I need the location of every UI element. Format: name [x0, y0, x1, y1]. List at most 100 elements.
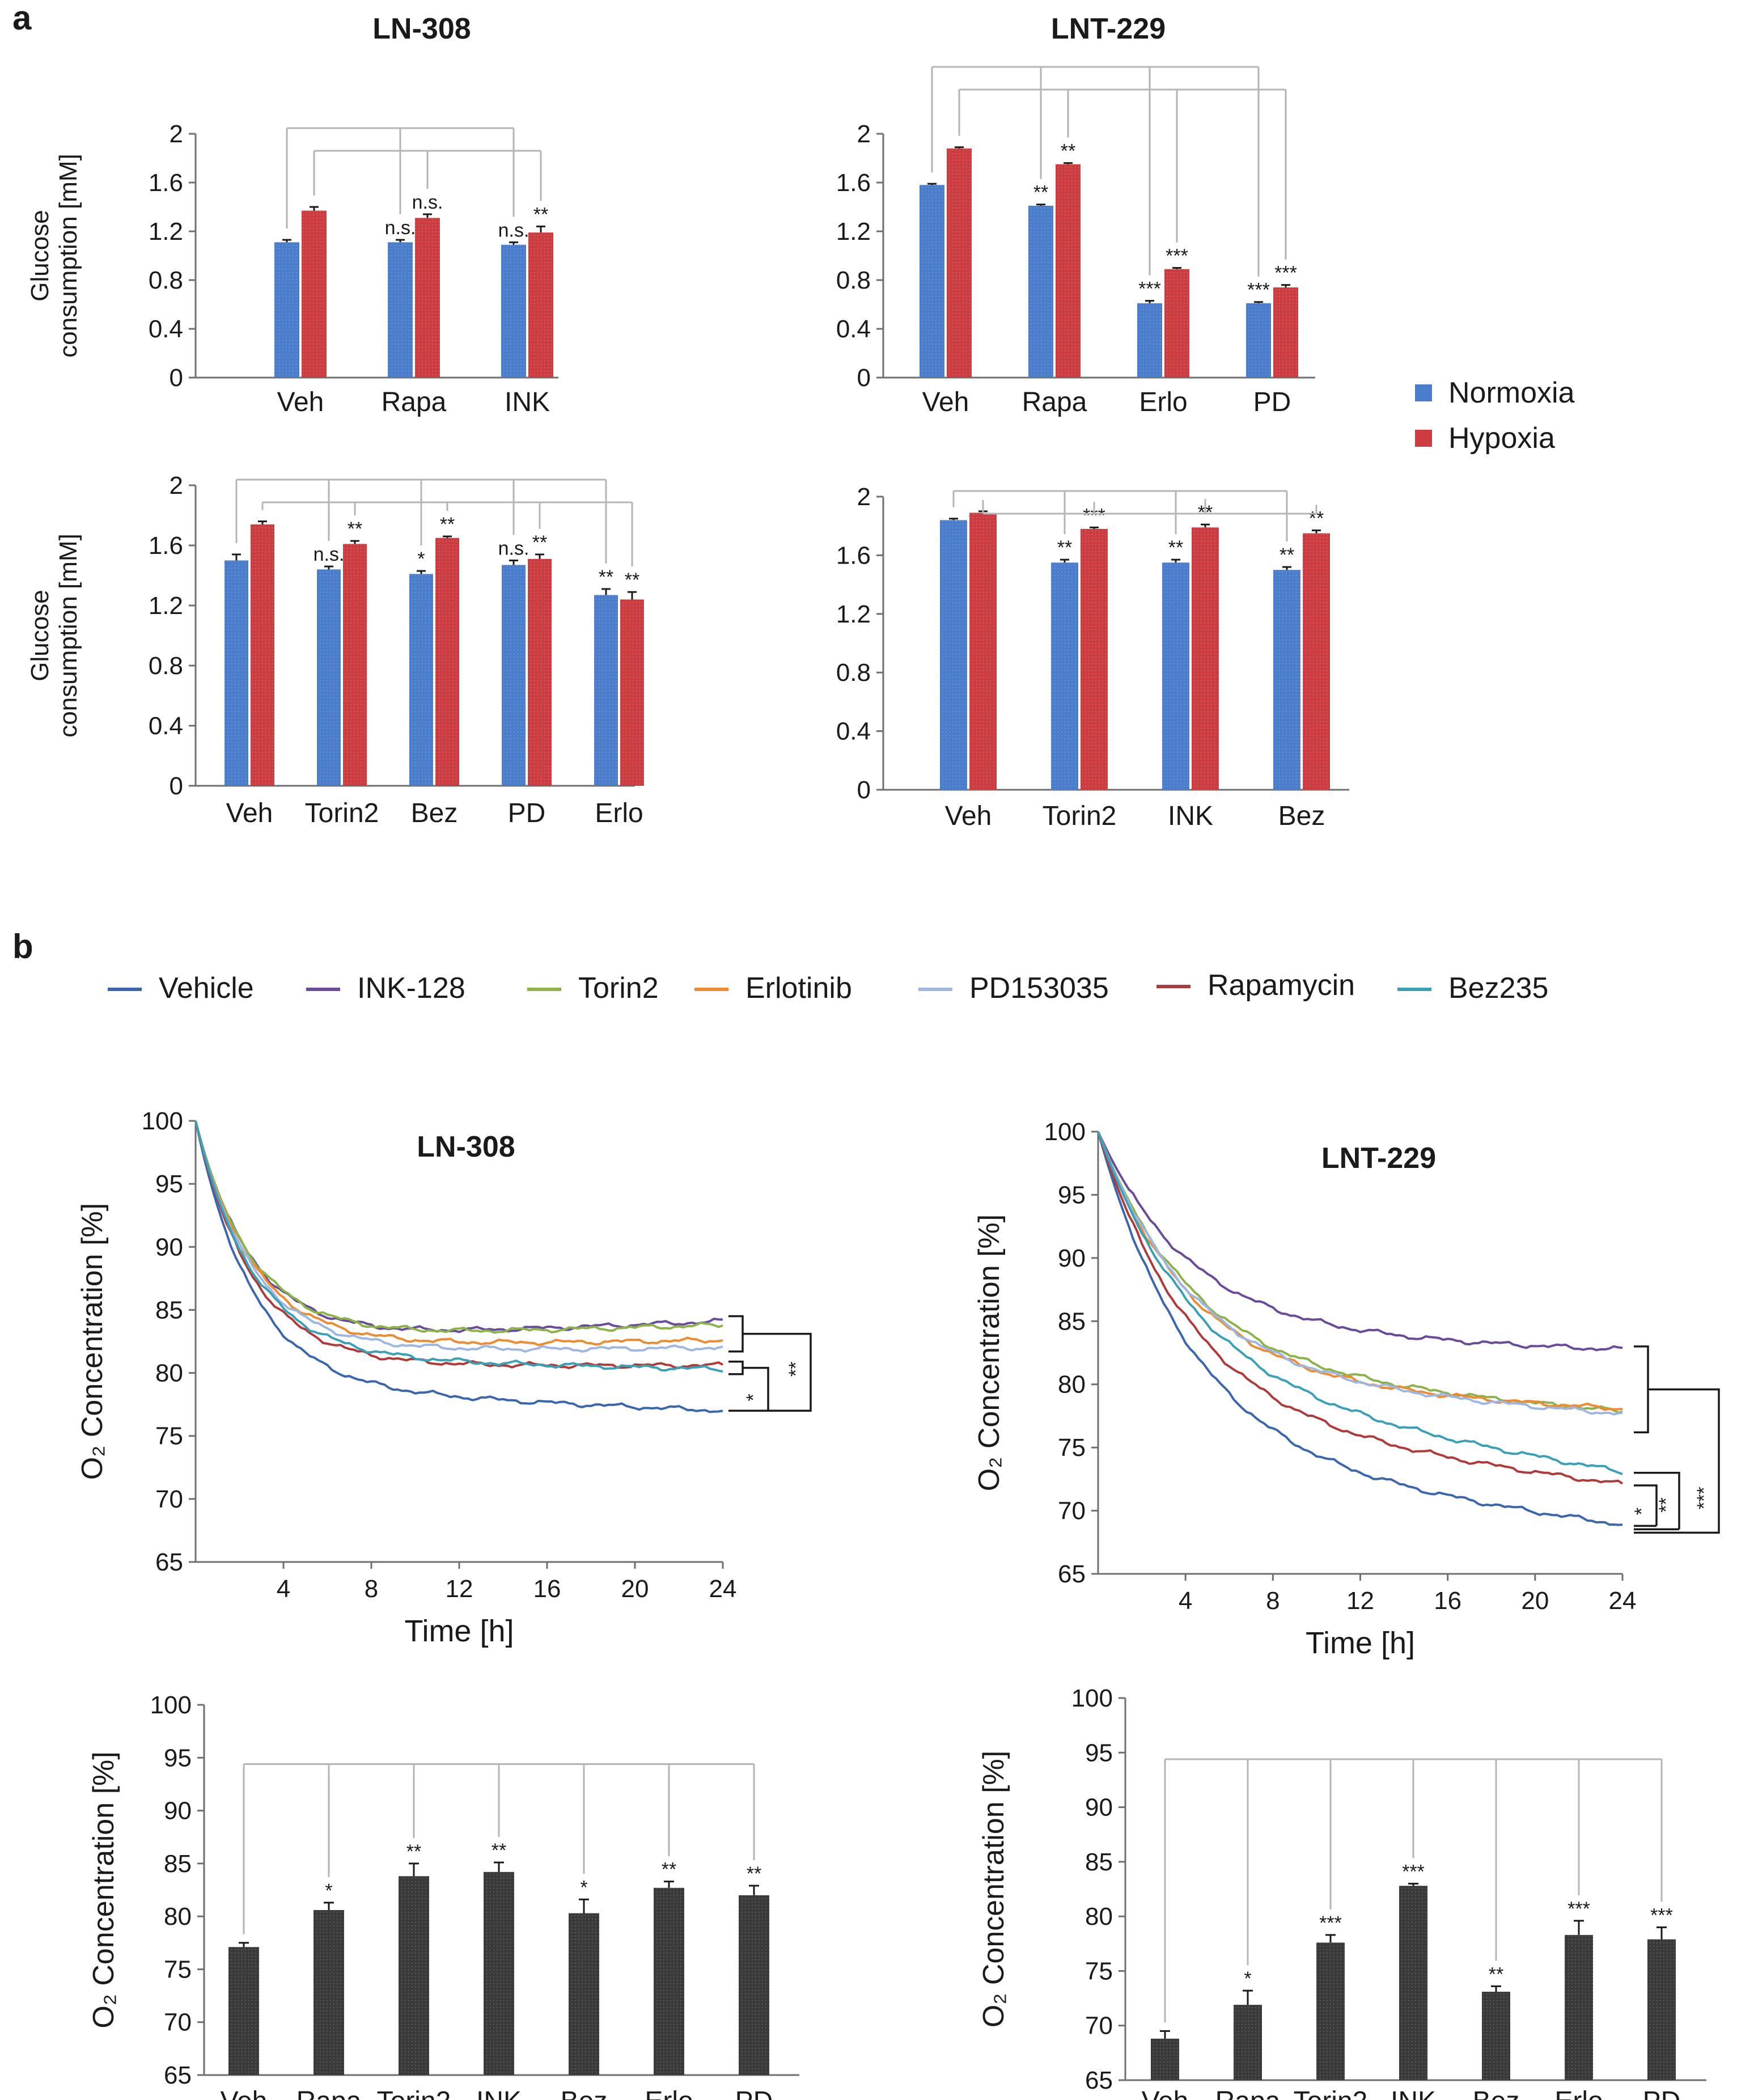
series-line-rapamycin	[194, 1120, 723, 1369]
significance-label: **	[1489, 1963, 1503, 1985]
bar-texture	[739, 1895, 769, 2075]
y-tick-label: 0	[170, 772, 183, 800]
category-label: Veh	[945, 801, 992, 831]
x-tick-label: 24	[709, 1575, 737, 1603]
significance-label: ***	[1319, 1912, 1342, 1934]
y-axis-label: consumption [mM]	[54, 534, 82, 737]
chart-ln308-o2-bars: 65 70 75 80 85 90 95 100 O₂ Concentration [%] Veh…	[87, 1691, 799, 2100]
bar-texture	[1246, 303, 1271, 378]
significance-label: ***	[1138, 278, 1161, 300]
category-label: Bez	[1473, 2086, 1520, 2100]
significance-label: *	[580, 1877, 587, 1898]
chart-title: LNT-229	[1051, 12, 1166, 45]
y-tick-label: 0	[170, 364, 183, 392]
y-tick-label: 80	[155, 1360, 183, 1387]
significance-label: n.s.	[498, 219, 529, 241]
legend-label-rapamycin: Rapamycin	[1208, 969, 1355, 1002]
bar-texture	[1151, 2038, 1179, 2080]
x-tick-label: 20	[621, 1575, 649, 1603]
y-tick-label: 1.6	[836, 541, 871, 569]
significance-label: **	[625, 569, 639, 591]
y-tick-label: 95	[1058, 1181, 1086, 1209]
y-tick-label: 0.8	[149, 266, 183, 294]
series-line-ink-128	[1097, 1131, 1623, 1352]
significance-label: **	[1033, 182, 1048, 204]
significance-label: **	[662, 1859, 676, 1881]
sig-bracket-bez	[1634, 1471, 1680, 1530]
bar-texture	[409, 574, 433, 786]
y-tick-label: 0.8	[149, 652, 183, 680]
bar-texture	[920, 185, 944, 378]
y-tick-label: 80	[1058, 1371, 1086, 1399]
y-tick-label: 95	[164, 1744, 192, 1772]
bar-texture	[399, 1876, 429, 2075]
significance-label: **	[1057, 537, 1072, 558]
category-label: PD	[1643, 2086, 1681, 2100]
category-label: Veh	[1142, 2086, 1189, 2100]
bar-texture	[1051, 562, 1078, 790]
y-tick-label: 1.2	[149, 218, 183, 245]
y-tick-label: 2	[857, 483, 871, 511]
bar-texture	[484, 1872, 514, 2075]
y-tick-label: 85	[164, 1850, 192, 1878]
y-tick-label: 75	[155, 1422, 183, 1450]
bar-texture	[947, 148, 972, 378]
chart-title: LN-308	[417, 1131, 515, 1163]
legend-label-torin2: Torin2	[578, 972, 659, 1005]
sig-bracket-lower	[728, 1360, 744, 1375]
series-line-pd153035	[194, 1120, 723, 1353]
y-tick-label: 2	[857, 120, 871, 148]
bar-texture	[1482, 1992, 1510, 2080]
category-label: Rapa	[1215, 2086, 1281, 2100]
category-label: Erlo	[1139, 387, 1187, 417]
y-tick-label: 1.6	[836, 169, 871, 197]
category-label: PD	[508, 798, 546, 828]
y-tick-label: 2	[170, 472, 183, 499]
x-axis-label: Time [h]	[1306, 1626, 1415, 1660]
category-label: Bez	[561, 2086, 608, 2100]
y-tick-label: 70	[155, 1485, 183, 1513]
x-tick-label: 4	[277, 1575, 290, 1603]
y-tick-label: 0.8	[836, 266, 871, 294]
bar-texture	[1303, 533, 1330, 790]
significance-label: **	[785, 1362, 807, 1377]
significance-label: *	[1244, 1968, 1251, 1989]
bar-texture	[415, 218, 440, 378]
legend-normoxia-label: Normoxia	[1448, 376, 1575, 409]
bar-texture	[1273, 570, 1300, 790]
series-line-rapamycin	[1097, 1131, 1624, 1485]
y-tick-label: 0	[857, 776, 871, 804]
x-tick-label: 20	[1521, 1587, 1549, 1615]
bar-texture	[1316, 1942, 1345, 2080]
y-tick-label: 95	[155, 1170, 183, 1198]
significance-label: ***	[1693, 1487, 1715, 1509]
chart-ln308-glucose: 0 0.4 0.8 1.2 1.6 2 LN-308 Glucose consumption […	[26, 12, 558, 417]
bar-texture	[969, 513, 997, 790]
significance-label: **	[1168, 537, 1183, 558]
bar-texture	[435, 537, 459, 786]
bar-texture	[502, 565, 526, 786]
legend-a: Normoxia Hypoxia	[1415, 376, 1575, 455]
category-label: Torin2	[377, 2086, 451, 2100]
bar-texture	[528, 558, 552, 786]
y-tick-label: 65	[1058, 1560, 1086, 1588]
significance-label: n.s.	[313, 544, 345, 565]
bar-texture	[251, 524, 274, 786]
significance-label: ***	[1567, 1898, 1590, 1920]
y-tick-label: 85	[155, 1296, 183, 1324]
bar-texture	[1565, 1934, 1593, 2080]
legend-b: Vehicle INK-128 Torin2 Erlotinib PD153035 Rap…	[108, 969, 1548, 1005]
significance-label: ***	[1247, 280, 1270, 301]
chart-lnt229-o2-bars: 65 70 75 80 85 90 95 100 O₂ Concentration [%] Veh…	[977, 1684, 1706, 2100]
bar-texture	[274, 242, 299, 378]
y-tick-label: 85	[1058, 1307, 1086, 1335]
y-tick-label: 100	[150, 1691, 192, 1719]
chart-title: LNT-229	[1321, 1142, 1436, 1175]
series-line-vehicle	[194, 1120, 723, 1413]
category-label: Erlo	[595, 798, 643, 828]
significance-label: **	[492, 1840, 506, 1861]
y-tick-label: 0	[857, 364, 871, 392]
significance-label: **	[406, 1841, 421, 1862]
category-label: Bez	[1278, 801, 1325, 831]
